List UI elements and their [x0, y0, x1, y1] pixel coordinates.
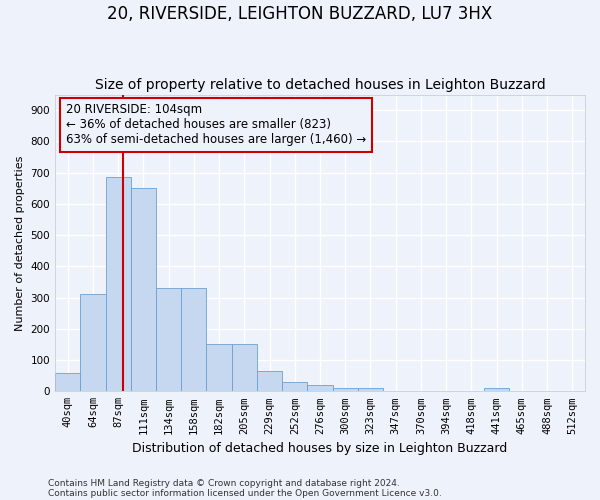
Text: 20, RIVERSIDE, LEIGHTON BUZZARD, LU7 3HX: 20, RIVERSIDE, LEIGHTON BUZZARD, LU7 3HX [107, 5, 493, 23]
Bar [232, 344, 257, 392]
Bar [307, 385, 332, 392]
Bar [282, 382, 307, 392]
Text: 20 RIVERSIDE: 104sqm
← 36% of detached houses are smaller (823)
63% of semi-deta: 20 RIVERSIDE: 104sqm ← 36% of detached h… [65, 104, 366, 146]
Bar [484, 388, 509, 392]
X-axis label: Distribution of detached houses by size in Leighton Buzzard: Distribution of detached houses by size … [133, 442, 508, 455]
Title: Size of property relative to detached houses in Leighton Buzzard: Size of property relative to detached ho… [95, 78, 545, 92]
Bar [358, 388, 383, 392]
Bar [332, 388, 358, 392]
Bar [257, 371, 282, 392]
Bar [80, 294, 106, 392]
Bar [156, 288, 181, 392]
Y-axis label: Number of detached properties: Number of detached properties [15, 155, 25, 330]
Bar [131, 188, 156, 392]
Bar [206, 344, 232, 392]
Bar [181, 288, 206, 392]
Bar [55, 372, 80, 392]
Text: Contains public sector information licensed under the Open Government Licence v3: Contains public sector information licen… [48, 488, 442, 498]
Bar [106, 178, 131, 392]
Text: Contains HM Land Registry data © Crown copyright and database right 2024.: Contains HM Land Registry data © Crown c… [48, 478, 400, 488]
